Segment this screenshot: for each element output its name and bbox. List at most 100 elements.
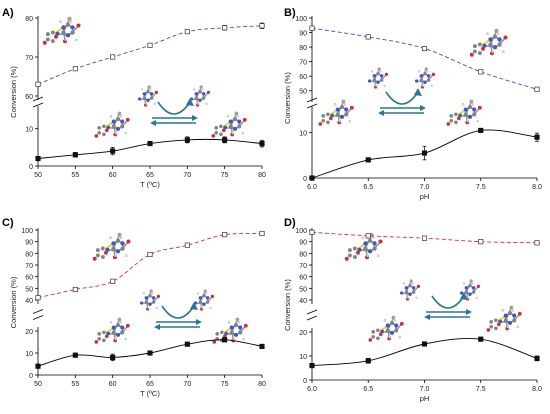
panel-label: B) [284, 7, 296, 19]
y-tick-label: 0 [303, 176, 307, 183]
y-tick-label: 10 [299, 131, 307, 138]
y-tick-label: 100 [21, 228, 33, 235]
x-tick-label: 65 [146, 381, 154, 388]
data-point [110, 278, 116, 284]
data-point [365, 233, 371, 239]
y-tick-label: 0 [29, 164, 33, 171]
data-point [184, 137, 190, 143]
axis-break-mark [32, 315, 44, 320]
data-point [72, 352, 78, 358]
y-tick-label: 80 [25, 251, 33, 258]
panel-2: 50 60 70 80 90 100 0 10 6.0 6.5 7.0 7.5 8.0 pH Convers… [283, 7, 542, 201]
data-point [184, 341, 190, 347]
x-tick-label: 6.5 [363, 184, 373, 191]
series-upper [35, 22, 265, 87]
data-point [147, 251, 153, 258]
y-tick-label: 70 [299, 60, 307, 67]
x-axis-label: T (ºC) [140, 389, 160, 398]
y-axis-label: Conversion (%) [9, 276, 18, 328]
series-upper [309, 25, 540, 92]
series-lower [35, 337, 265, 369]
data-point [421, 45, 428, 52]
x-tick-label: 7.0 [420, 184, 430, 191]
x-tick-label: 70 [183, 381, 191, 388]
molecule-illustration [344, 232, 522, 342]
axis-break-mark [306, 309, 318, 315]
series-upper [309, 229, 540, 246]
y-axis-label: Conversion (%) [283, 72, 292, 124]
y-tick-label: 60 [299, 275, 307, 282]
y-tick-label: 0 [29, 373, 33, 380]
x-tick-label: 55 [71, 381, 79, 388]
data-point [184, 29, 190, 35]
panel-3: 40 50 60 70 80 90 100 0 10 20 50 55 60 65 70 75 80 T (ºC)… [2, 217, 266, 398]
x-tick-label: 50 [34, 172, 42, 179]
y-tick-label: 50 [299, 89, 307, 96]
data-point [184, 242, 190, 248]
x-tick-label: 7.0 [420, 386, 430, 393]
y-tick-label: 100 [295, 228, 307, 235]
data-point [534, 86, 540, 92]
y-tick-label: 60 [25, 275, 33, 282]
y-tick-label: 20 [299, 330, 307, 337]
y-tick-label: 70 [25, 55, 33, 62]
y-tick-label: 70 [299, 263, 307, 270]
panel-label: A) [2, 7, 14, 19]
panel-label: C) [2, 217, 14, 229]
data-point [110, 148, 116, 154]
y-tick-label: 50 [299, 286, 307, 293]
data-point [478, 127, 484, 133]
data-point [72, 286, 78, 293]
data-point [147, 350, 153, 356]
molecule-illustration [42, 16, 247, 138]
x-axis-label: pH [420, 192, 430, 201]
molecule-illustration [92, 232, 248, 344]
y-tick-label: 90 [299, 31, 307, 38]
data-point [222, 232, 228, 238]
data-point [35, 363, 41, 369]
y-axis-label: Conversion (%) [9, 66, 18, 118]
series-line [311, 27, 538, 90]
data-point [35, 81, 41, 87]
series-line [37, 232, 263, 299]
data-point [72, 66, 78, 72]
y-tick-label: 100 [295, 16, 307, 23]
axis-break-mark [32, 102, 44, 108]
x-tick-label: 75 [221, 381, 229, 388]
data-point [35, 155, 41, 162]
data-point [222, 25, 228, 31]
data-point [222, 337, 228, 343]
data-point [147, 141, 153, 147]
series-lower [309, 336, 540, 369]
data-point [259, 23, 265, 29]
x-tick-label: 75 [221, 172, 229, 179]
y-tick-label: 80 [25, 16, 33, 23]
y-tick-label: 0 [303, 378, 307, 385]
data-point [72, 152, 78, 158]
y-tick-label: 80 [299, 45, 307, 52]
y-tick-label: 40 [299, 298, 307, 305]
data-point [309, 363, 315, 369]
series-upper [35, 230, 265, 301]
x-tick-label: 7.5 [476, 184, 486, 191]
data-point [35, 295, 41, 301]
panel-1: 60 70 80 0 10 50 55 60 65 70 75 80 T (ºC) Conversion … [2, 7, 266, 189]
data-point [110, 354, 116, 360]
x-tick-label: 8.0 [532, 184, 542, 191]
y-tick-label: 60 [299, 74, 307, 81]
y-tick-label: 10 [25, 351, 33, 358]
data-point [478, 336, 484, 342]
series-lower [309, 127, 540, 181]
data-point [534, 134, 540, 140]
data-point [478, 239, 484, 245]
y-tick-label: 70 [25, 263, 33, 270]
x-tick-label: 7.5 [476, 386, 486, 393]
data-point [110, 54, 116, 60]
y-tick-label: 90 [25, 240, 33, 247]
axis-break-mark [32, 309, 44, 314]
axis-break-mark [32, 96, 44, 102]
data-point [259, 343, 265, 349]
data-point [309, 229, 315, 235]
data-point [421, 235, 428, 241]
data-point [222, 137, 228, 143]
